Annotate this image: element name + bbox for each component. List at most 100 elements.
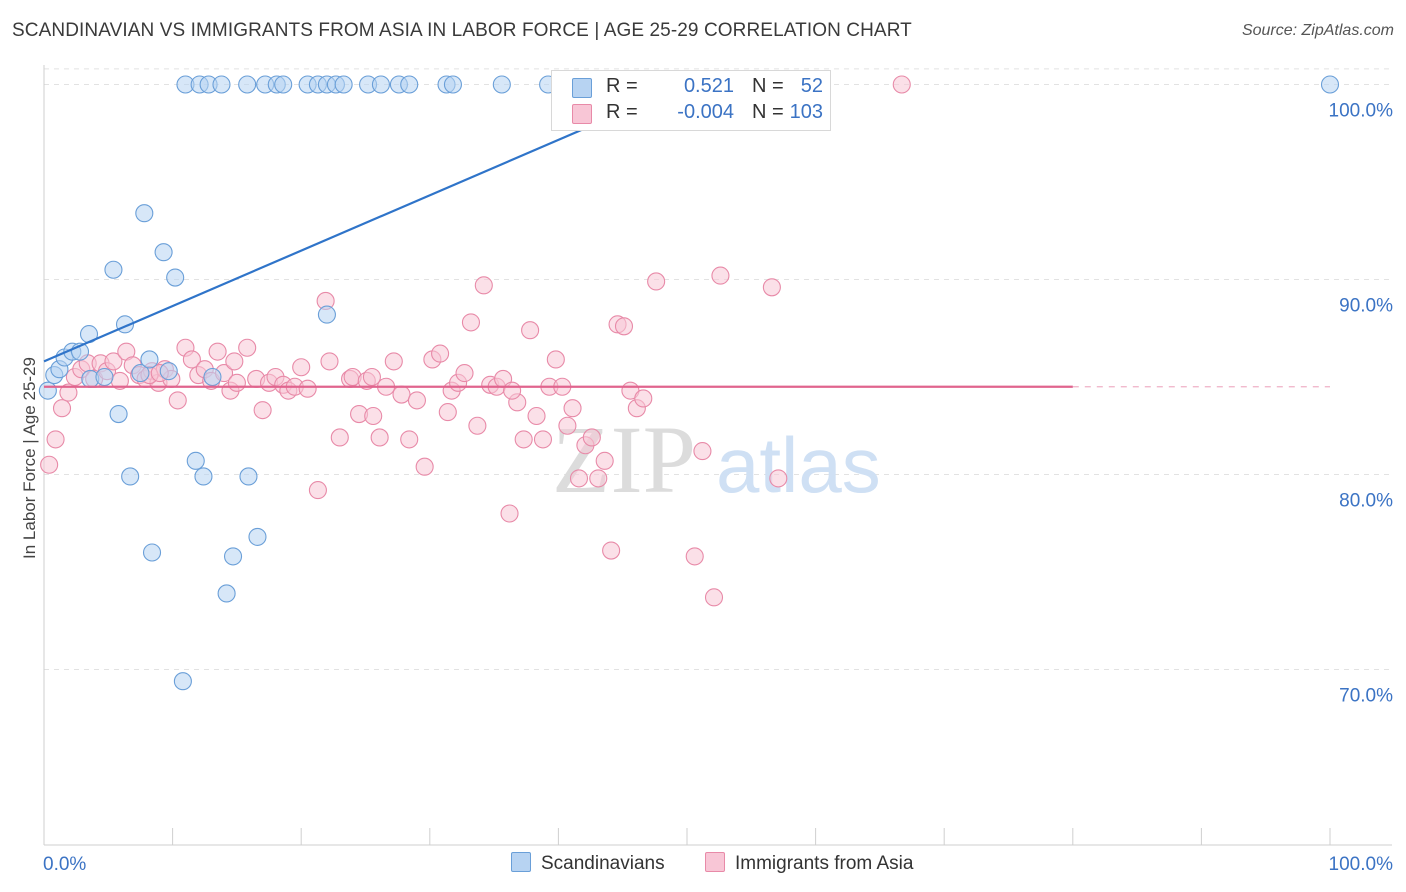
data-point-immigrants-from-asia [392,385,411,404]
data-point-immigrants-from-asia [438,403,457,422]
data-point-scandinavians [140,350,159,369]
legend-n-label: N = [752,101,784,123]
data-point-immigrants-from-asia [582,428,601,447]
data-point-immigrants-from-asia [647,272,666,291]
legend-r-value: -0.004 [677,101,734,123]
data-point-scandinavians [154,243,173,262]
data-point-immigrants-from-asia [685,547,704,566]
data-point-immigrants-from-asia [546,350,565,369]
data-point-immigrants-from-asia [384,352,403,371]
data-point-immigrants-from-asia [168,391,187,410]
gridlines [44,68,1392,670]
data-point-immigrants-from-asia [892,75,911,94]
data-point-immigrants-from-asia [569,469,589,488]
data-point-scandinavians [104,260,123,279]
source-label: Source: ZipAtlas.com [1241,22,1394,39]
data-point-scandinavians [121,467,140,486]
data-point-scandinavians [109,404,128,424]
data-point-immigrants-from-asia [227,373,246,392]
data-point-immigrants-from-asia [52,399,72,418]
data-point-scandinavians [443,75,462,94]
data-point-immigrants-from-asia [330,428,349,447]
data-point-immigrants-from-asia [527,406,546,426]
data-point-immigrants-from-asia [762,278,781,297]
data-point-immigrants-from-asia [431,344,450,363]
data-point-immigrants-from-asia [634,389,653,408]
data-point-immigrants-from-asia [238,338,257,357]
data-point-scandinavians [317,305,336,324]
legend-r-value: 0.521 [683,75,734,97]
legend-item-immigrants-from-asia: Immigrants from Asia [705,852,913,875]
data-point-immigrants-from-asia [521,321,540,340]
y-tick-label: 90.0% [1339,296,1393,317]
data-point-immigrants-from-asia [362,367,381,387]
correlation-legend: R = 0.521 N = 52 R = -0.004 N = 103 [551,70,831,131]
data-point-scandinavians [239,467,258,486]
data-point-immigrants-from-asia [292,358,311,377]
x-tick-label: 0.0% [43,854,86,875]
data-point-scandinavians [274,75,293,94]
data-point-immigrants-from-asia [400,430,419,449]
legend-swatch-pink [705,852,725,872]
data-point-immigrants-from-asia [500,504,519,523]
data-point-scandinavians [492,75,511,94]
data-point-immigrants-from-asia [104,352,123,371]
data-point-immigrants-from-asia [503,381,522,400]
data-point-immigrants-from-asia [298,379,317,398]
data-point-immigrants-from-asia [253,401,272,420]
x-tick-label: 100.0% [1329,854,1394,875]
data-point-scandinavians [166,268,185,287]
data-point-immigrants-from-asia [461,313,481,332]
data-point-scandinavians [142,543,162,562]
data-point-immigrants-from-asia [474,276,493,295]
data-point-immigrants-from-asia [614,317,634,336]
data-point-immigrants-from-asia [208,342,227,361]
data-point-scandinavians [203,367,222,387]
legend-n-value: 103 [789,101,823,123]
legend-n-value: 52 [800,75,823,97]
data-point-scandinavians [173,672,192,691]
data-point-scandinavians [159,362,178,381]
legend-n-label: N = [752,75,784,97]
data-point-immigrants-from-asia [595,451,614,470]
data-point-scandinavians [371,75,390,94]
data-point-immigrants-from-asia [182,350,201,369]
data-point-scandinavians [217,584,236,603]
tick-labels: 70.0% 80.0% 90.0% 100.0% 0.0% 100.0% [43,101,1393,876]
data-point-immigrants-from-asia [602,541,621,560]
data-point-scandinavians [248,527,267,546]
data-point-immigrants-from-asia [589,469,608,488]
data-point-immigrants-from-asia [407,391,426,410]
data-point-scandinavians [194,467,213,486]
data-point-scandinavians [38,381,57,400]
data-point-scandinavians [212,75,231,94]
data-point-scandinavians [95,367,114,387]
legend-r-label: R = [606,75,638,97]
data-point-immigrants-from-asia [558,416,577,435]
data-point-scandinavians [334,75,353,94]
data-point-scandinavians [223,547,243,566]
legend-label: Immigrants from Asia [735,853,914,874]
data-point-immigrants-from-asia [370,428,389,447]
legend-swatch-blue [572,78,592,98]
data-point-immigrants-from-asia [59,383,78,402]
data-point-immigrants-from-asia [563,399,582,418]
data-point-immigrants-from-asia [693,442,712,461]
y-tick-label: 100.0% [1329,101,1394,122]
data-point-immigrants-from-asia [225,352,244,371]
data-point-immigrants-from-asia [769,469,788,488]
data-point-immigrants-from-asia [40,455,59,474]
legend-swatch-blue [511,852,531,872]
data-point-immigrants-from-asia [455,364,474,383]
data-point-scandinavians [400,75,419,94]
axes [43,65,1392,846]
series-immigrants-from-asia [40,75,911,607]
legend-swatch-pink [572,104,592,124]
data-point-immigrants-from-asia [711,266,730,285]
data-point-immigrants-from-asia [308,481,327,500]
data-point-scandinavians [135,204,154,223]
y-tick-label: 80.0% [1339,491,1393,512]
data-point-immigrants-from-asia [320,352,339,371]
legend-r-label: R = [606,101,638,123]
